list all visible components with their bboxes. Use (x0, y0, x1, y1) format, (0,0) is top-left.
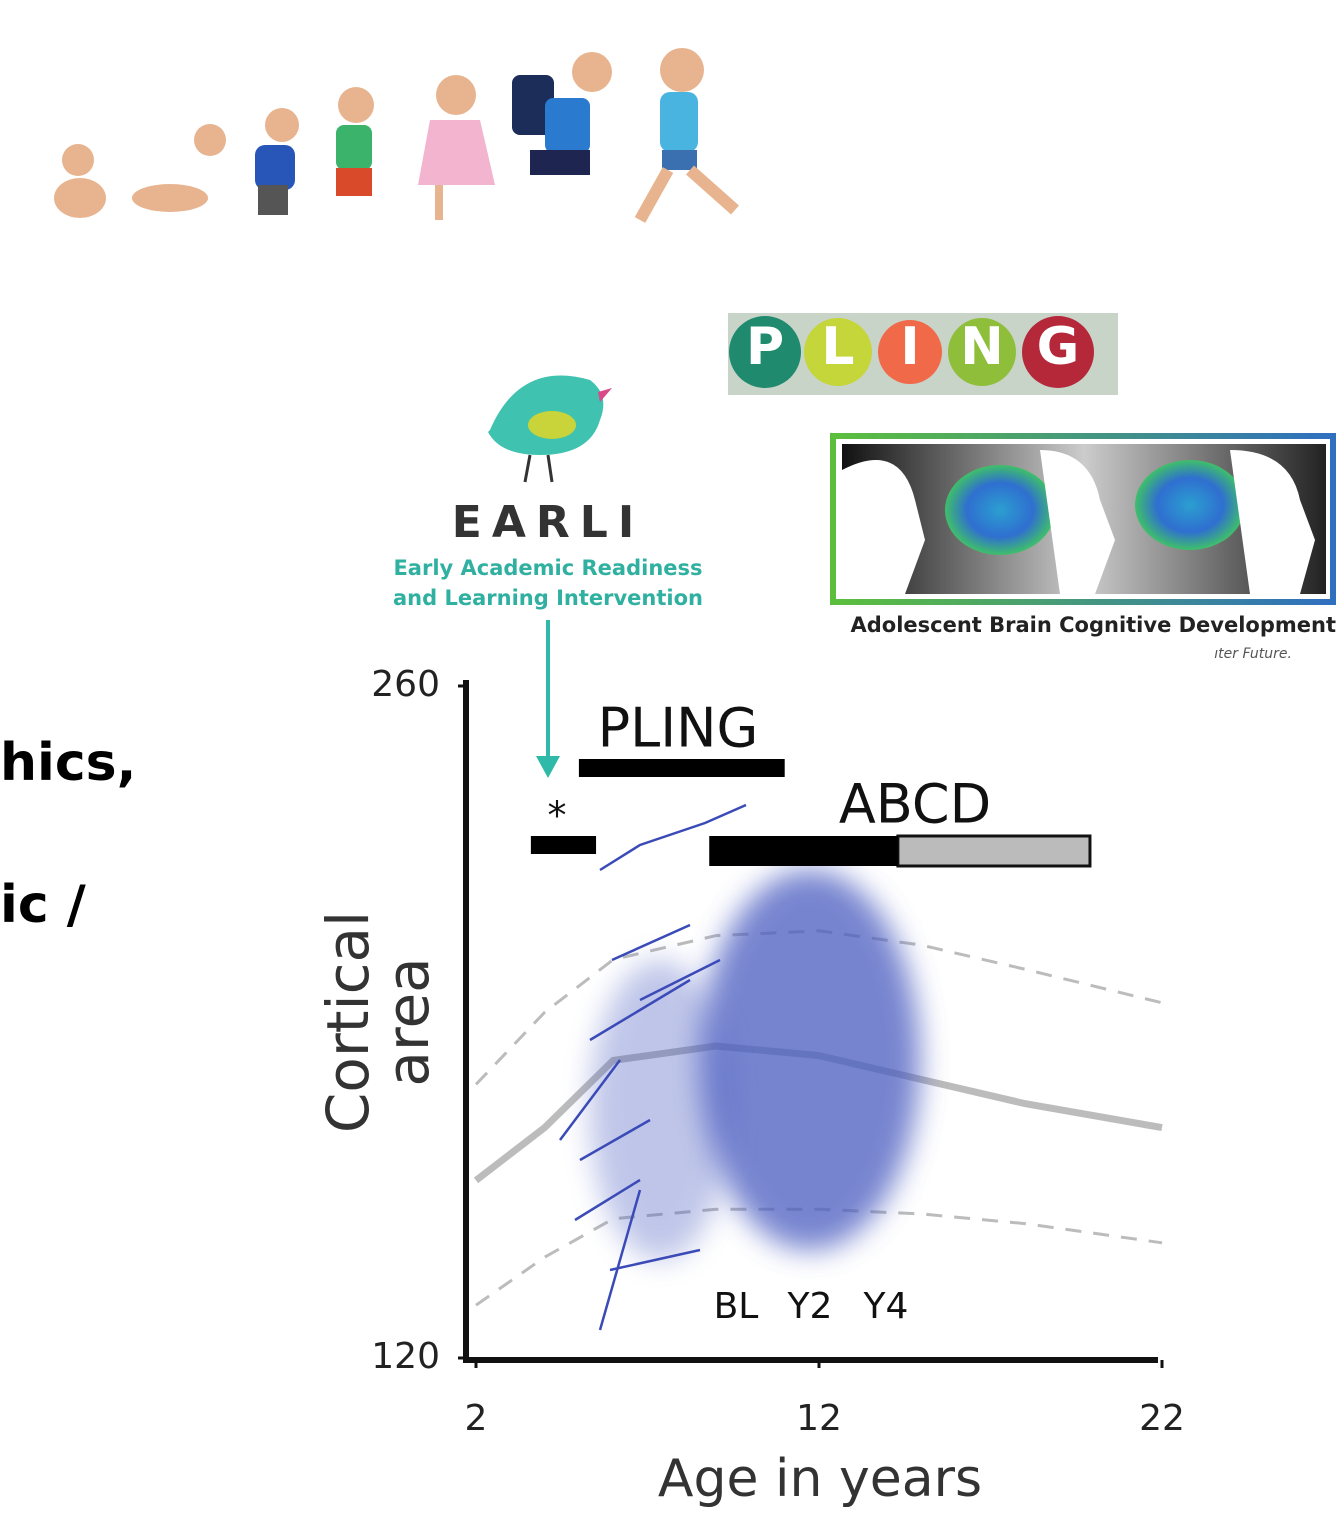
y-tick-label: 260 (371, 664, 440, 705)
study-range (898, 836, 1090, 866)
abcd-tagline: ıter Future. (1214, 646, 1292, 662)
earli-subtitle: Early Academic Readiness (393, 556, 702, 580)
earli-name: EARLI (452, 497, 644, 548)
pling-letter: N (960, 317, 1004, 377)
wave-label: Y2 (787, 1286, 833, 1327)
abcd-data-cloud (560, 805, 920, 1330)
kids-image (54, 48, 735, 220)
pling-letter: L (821, 317, 854, 377)
study-label: * (548, 794, 567, 838)
abcd-caption: Adolescent Brain Cognitive Development (850, 613, 1336, 637)
wave-label: BL (714, 1286, 759, 1327)
study-range (709, 836, 898, 866)
pling-letter: P (746, 317, 784, 377)
x-tick-label: 22 (1139, 1398, 1185, 1439)
slide-text: ic / (0, 875, 86, 935)
y-tick-label: 120 (371, 1336, 440, 1377)
study-range (579, 759, 785, 777)
wave-label: Y4 (863, 1286, 909, 1327)
earli-subtitle: and Learning Intervention (393, 586, 703, 610)
abcd-logo: Adolescent Brain Cognitive Development ı… (833, 436, 1336, 662)
y-axis-label: area (374, 957, 442, 1086)
pling-letter: I (900, 317, 919, 377)
slide: hics, ic / PLING EARLI Early Academic Re… (0, 0, 1336, 1522)
study-label: PLING (598, 697, 759, 760)
x-axis-label: Age in years (658, 1449, 982, 1509)
chart: BL Y2 Y4 Age in years Cortical area 120 2… (314, 664, 1185, 1509)
study-label: ABCD (839, 773, 991, 836)
y-axis-label: Cortical (314, 911, 382, 1133)
x-tick-label: 12 (796, 1398, 842, 1439)
pling-letter: G (1037, 317, 1080, 377)
x-tick-label: 2 (465, 1398, 488, 1439)
slide-text: hics, (0, 733, 136, 793)
study-range (531, 836, 596, 854)
